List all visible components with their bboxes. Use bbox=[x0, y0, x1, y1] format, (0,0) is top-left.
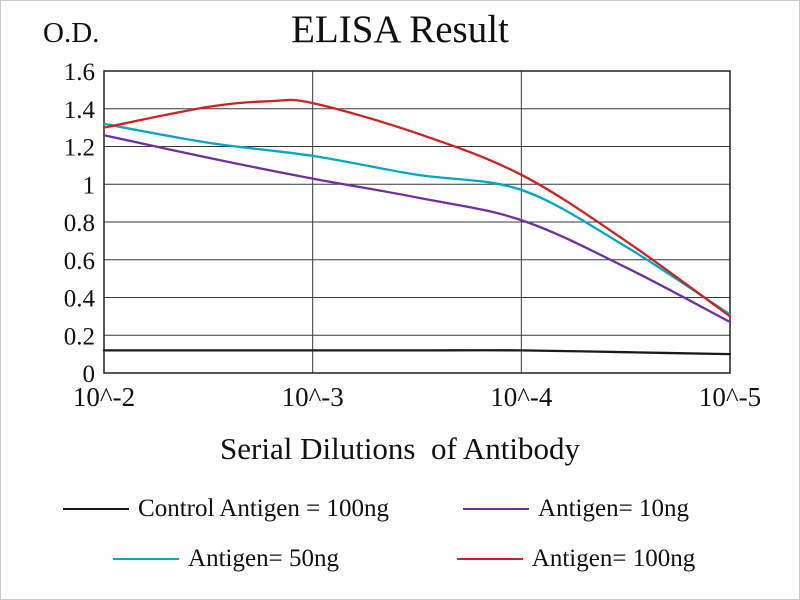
y-axis-unit-label: O.D. bbox=[43, 17, 100, 49]
svg-text:10^-3: 10^-3 bbox=[282, 382, 344, 412]
svg-text:10^-4: 10^-4 bbox=[490, 382, 553, 412]
legend-label: Control Antigen = 100ng bbox=[138, 495, 389, 522]
legend-line-sample bbox=[63, 508, 130, 510]
svg-text:0.6: 0.6 bbox=[64, 248, 95, 275]
legend-label: Antigen= 100ng bbox=[531, 545, 696, 572]
svg-text:0.2: 0.2 bbox=[64, 323, 95, 350]
svg-text:0: 0 bbox=[83, 361, 96, 388]
legend-line-sample bbox=[456, 558, 523, 560]
legend-label: Antigen= 10ng bbox=[538, 495, 689, 522]
legend-label: Antigen= 50ng bbox=[188, 545, 339, 572]
legend-line-sample bbox=[463, 508, 530, 510]
svg-text:1.2: 1.2 bbox=[64, 135, 95, 162]
svg-text:0.8: 0.8 bbox=[64, 210, 95, 237]
legend-item: Antigen= 10ng bbox=[401, 488, 751, 530]
chart-title: ELISA Result bbox=[291, 8, 509, 51]
plot-area: 0 0.2 0.4 0.6 0.8 1 1.2 1.4 1.6 10^-2 10^-3 10^-4 10… bbox=[64, 59, 761, 412]
legend-line-sample bbox=[113, 558, 180, 560]
svg-text:10^-5: 10^-5 bbox=[699, 382, 761, 412]
svg-text:1.6: 1.6 bbox=[64, 59, 95, 86]
svg-text:10^-2: 10^-2 bbox=[73, 382, 135, 412]
legend-item: Antigen= 50ng bbox=[51, 538, 401, 580]
legend-item: Antigen= 100ng bbox=[401, 538, 751, 580]
svg-text:1: 1 bbox=[83, 172, 96, 199]
x-axis-title: Serial Dilutions of Antibody bbox=[220, 431, 580, 466]
legend-item: Control Antigen = 100ng bbox=[51, 488, 401, 530]
legend: Control Antigen = 100ng Antigen= 10ng Anti… bbox=[51, 488, 751, 580]
svg-text:1.4: 1.4 bbox=[64, 97, 96, 124]
svg-text:0.4: 0.4 bbox=[64, 286, 96, 313]
